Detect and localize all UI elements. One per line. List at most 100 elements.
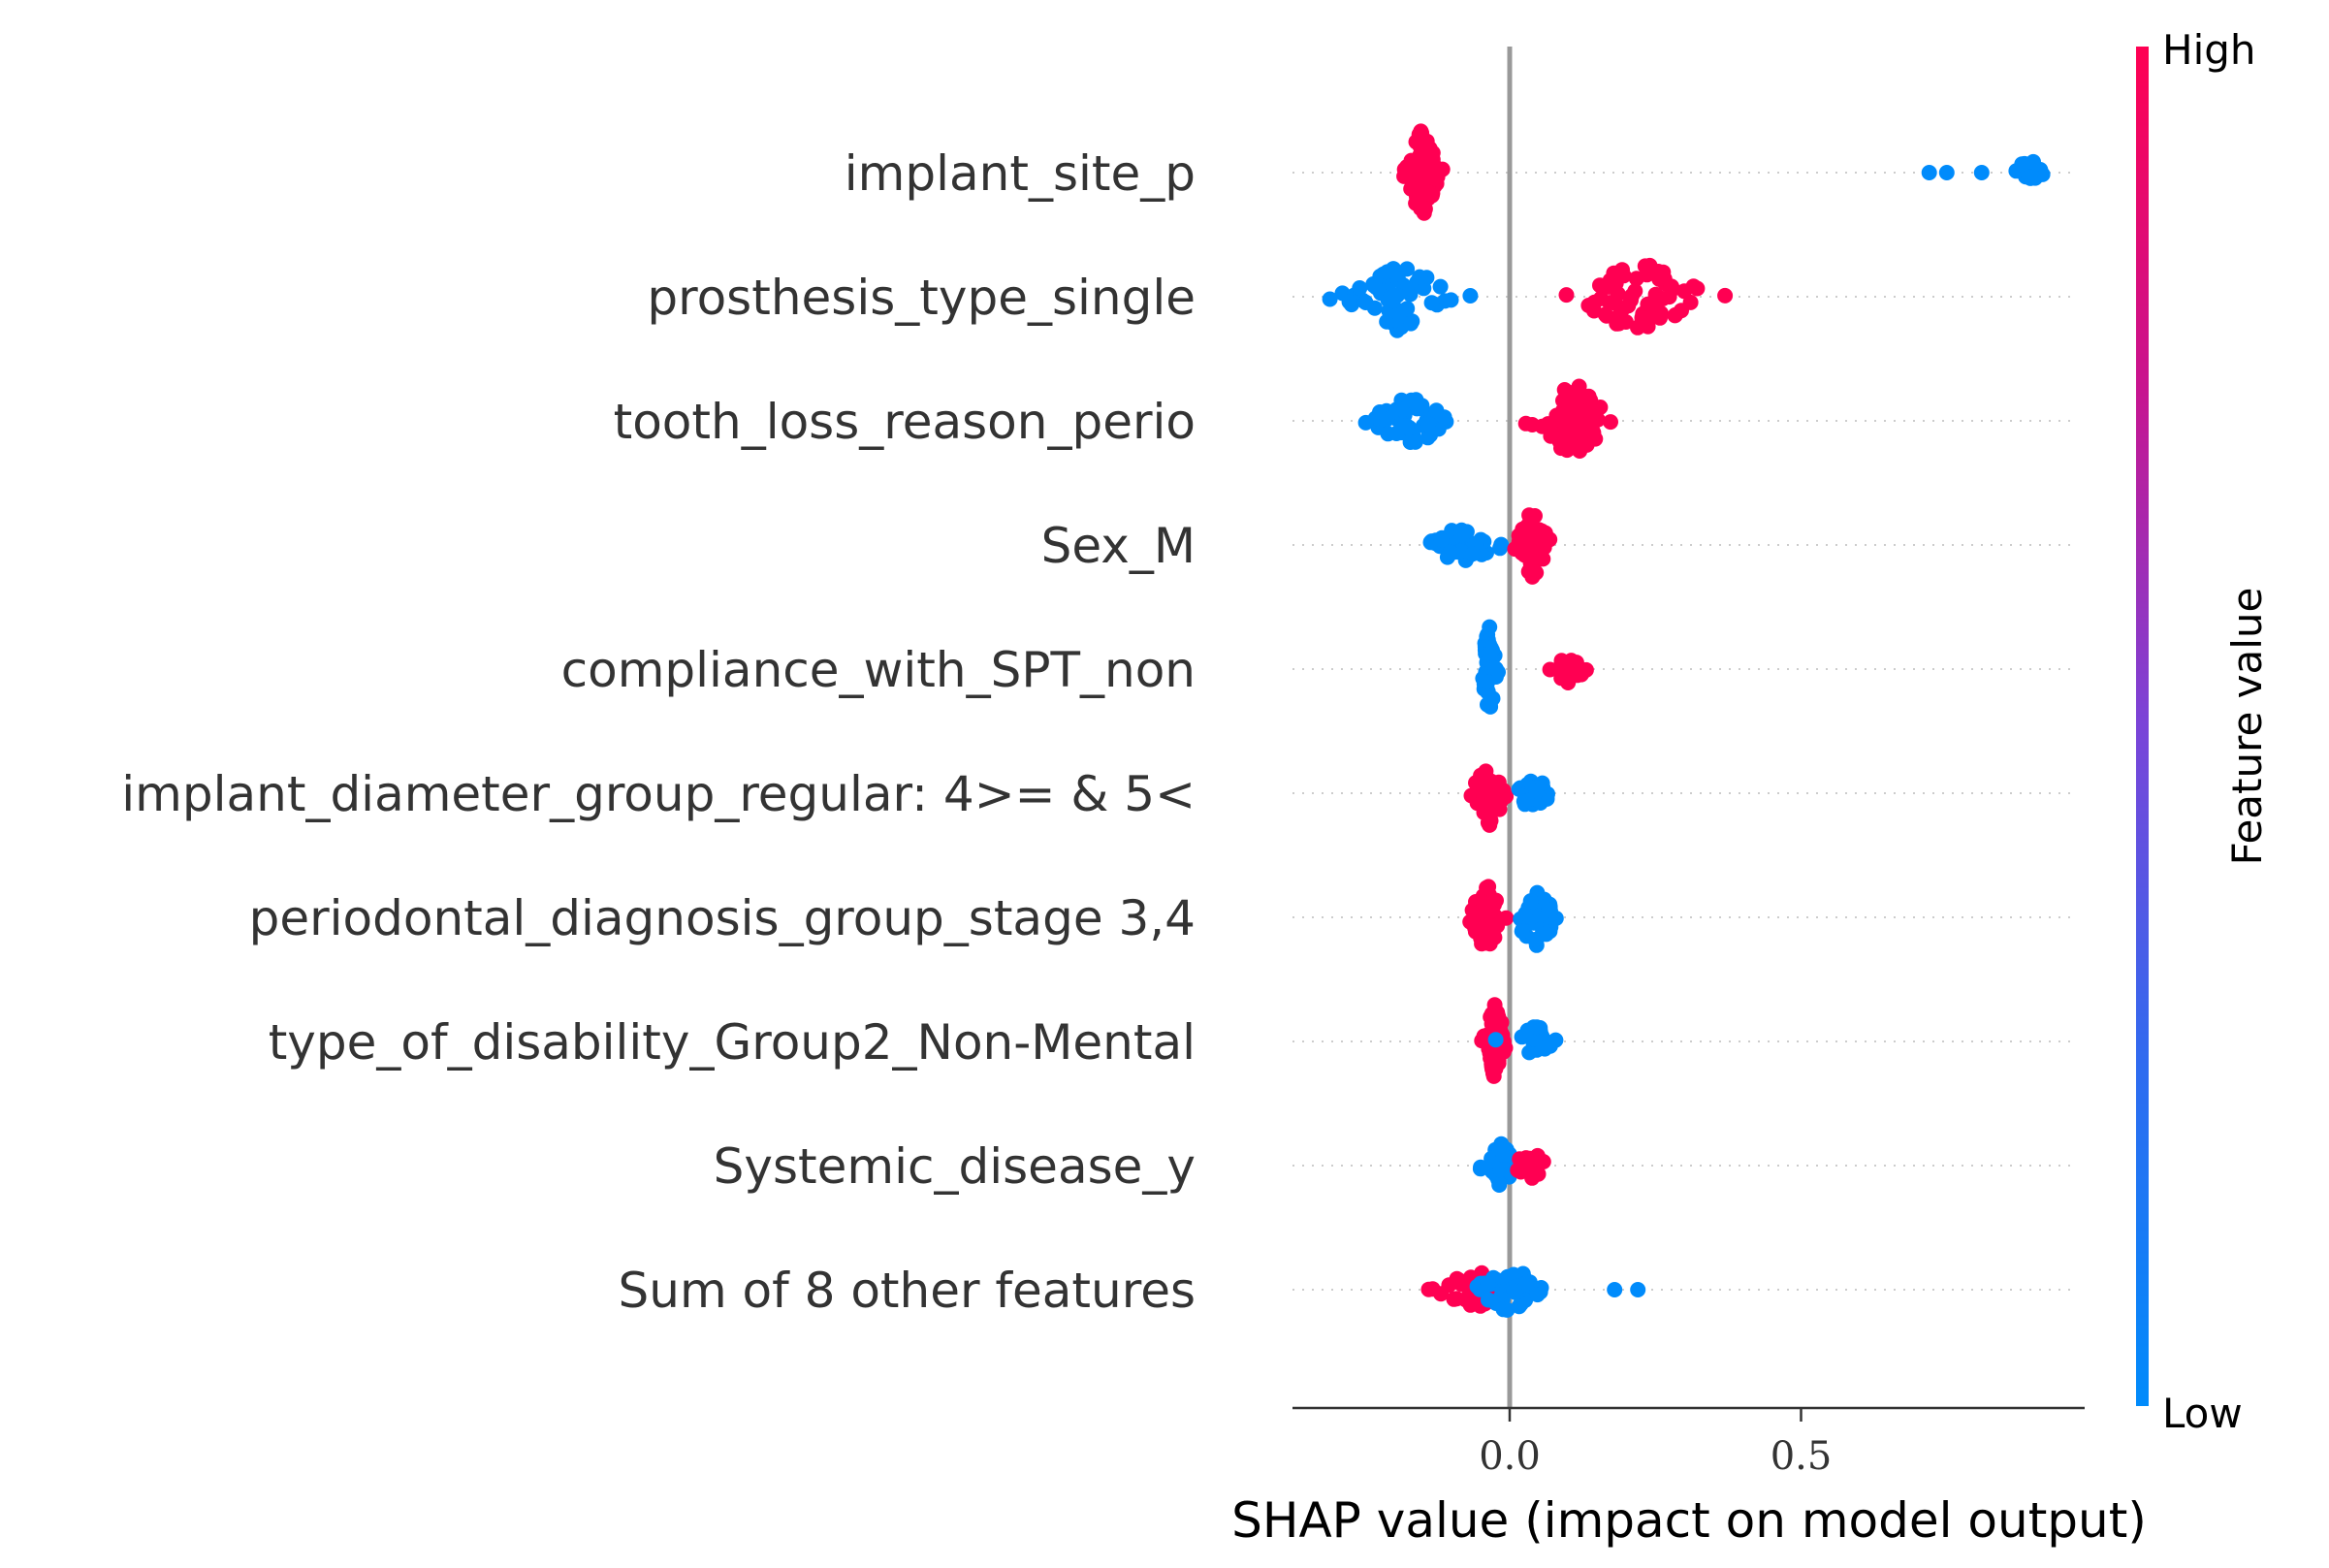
shap-point: [1488, 1019, 1505, 1036]
row-guide-lines: [1292, 172, 2075, 1291]
shap-point: [1449, 1291, 1465, 1307]
shap-point: [1572, 402, 1588, 419]
shap-point: [1535, 1154, 1551, 1169]
x-axis-title: SHAP value (impact on model output): [1231, 1492, 2147, 1549]
shap-point: [1491, 779, 1508, 795]
shap-point: [1495, 1147, 1512, 1164]
shap-point: [1663, 278, 1679, 295]
shap-point: [2014, 156, 2030, 173]
shap-point: [1379, 411, 1395, 428]
shap-point: [1578, 661, 1594, 678]
shap-point: [1483, 645, 1499, 661]
shap-point: [1973, 165, 1990, 180]
shap-point: [1410, 150, 1426, 167]
shap-point: [1717, 287, 1734, 304]
shap-point: [1467, 919, 1484, 936]
feature-label: prosthesis_type_single: [647, 270, 1196, 326]
shap-point: [1543, 428, 1559, 444]
shap-point: [1483, 693, 1499, 710]
shap-point: [1553, 670, 1570, 687]
shap-point: [1480, 1275, 1496, 1292]
shap-point: [1463, 1296, 1480, 1312]
shap-point: [1547, 1032, 1564, 1048]
shap-points: [1322, 123, 2051, 1318]
shap-point: [1526, 1031, 1543, 1047]
shap-point: [1651, 271, 1668, 287]
shap-point: [1432, 278, 1449, 295]
shap-point: [1607, 295, 1623, 311]
shap-point: [1537, 1040, 1553, 1056]
feature-label: type_of_disability_Group2_Non-Mental: [269, 1014, 1196, 1071]
shap-point: [1379, 264, 1395, 280]
shap-point: [1480, 815, 1496, 831]
shap-point: [1603, 414, 1618, 431]
shap-point: [1476, 894, 1492, 911]
shap-point: [1443, 292, 1459, 308]
shap-point: [1380, 426, 1396, 442]
feature-label: implant_site_p: [845, 145, 1196, 202]
shap-point: [1938, 165, 1955, 180]
shap-point: [1517, 543, 1534, 560]
shap-point: [1488, 798, 1505, 815]
shap-point: [1422, 186, 1439, 203]
shap-point: [1668, 306, 1683, 323]
shap-point: [1420, 1281, 1437, 1297]
shap-point: [1597, 306, 1613, 323]
shap-point: [1529, 1287, 1546, 1303]
shap-point: [1417, 201, 1433, 217]
feature-label: tooth_loss_reason_perio: [614, 394, 1196, 450]
shap-point: [1921, 165, 1937, 180]
shap-point: [1639, 267, 1655, 283]
shap-point: [1514, 923, 1530, 940]
shap-point: [1506, 1283, 1522, 1299]
shap-point: [1389, 287, 1405, 304]
shap-point: [1424, 151, 1441, 168]
shap-point: [1682, 294, 1699, 310]
shap-point: [1423, 295, 1440, 311]
shap-point: [1433, 531, 1450, 548]
colorbar-high-label: High: [2162, 26, 2256, 74]
x-tick-label: 0.0: [1479, 1434, 1541, 1479]
shap-point: [1407, 433, 1423, 450]
shap-point: [1472, 1161, 1488, 1177]
shap-point: [1585, 301, 1602, 317]
shap-point: [1630, 1282, 1646, 1297]
shap-point: [1420, 416, 1437, 432]
shap-point: [1572, 443, 1588, 459]
shap-point: [1487, 1032, 1504, 1048]
shap-point: [1487, 660, 1504, 677]
shap-point: [1609, 315, 1625, 332]
shap-point: [1357, 295, 1374, 310]
shap-point: [1676, 283, 1693, 300]
x-axis-ticks: 0.0 0.5: [1479, 1408, 1832, 1479]
shap-point: [1511, 1298, 1527, 1315]
feature-label: implant_diameter_group_regular: 4>= & 5<: [121, 766, 1196, 822]
shap-point: [1399, 301, 1416, 317]
shap-point: [1614, 262, 1630, 278]
shap-point: [1558, 287, 1575, 304]
shap-point: [1587, 431, 1604, 447]
shap-point: [1411, 183, 1427, 199]
shap-point: [1486, 997, 1503, 1013]
shap-point: [1521, 509, 1538, 526]
shap-point: [1477, 935, 1493, 951]
shap-point: [1520, 1154, 1537, 1169]
shap-point: [1559, 656, 1576, 672]
shap-point: [1689, 280, 1706, 297]
shap-point: [1484, 1058, 1500, 1074]
shap-point: [1480, 674, 1496, 690]
x-tick-label: 0.5: [1771, 1434, 1833, 1479]
shap-point: [1467, 906, 1484, 922]
shap-point: [1623, 292, 1639, 308]
shap-point: [1527, 932, 1544, 947]
shap-point: [1530, 1166, 1547, 1182]
shap-point: [1529, 1019, 1545, 1036]
shap-point: [1478, 763, 1494, 780]
shap-point: [1605, 278, 1621, 295]
shap-point: [1428, 402, 1445, 419]
shap-point: [1484, 1150, 1500, 1167]
shap-point: [1394, 401, 1411, 418]
colorbar-low-label: Low: [2162, 1390, 2243, 1437]
shap-point: [1556, 382, 1573, 398]
shap-point: [1398, 418, 1415, 434]
